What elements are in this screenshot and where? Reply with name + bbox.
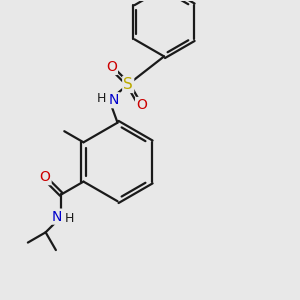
Text: N: N bbox=[52, 210, 62, 224]
Text: H: H bbox=[97, 92, 106, 105]
Text: O: O bbox=[106, 60, 117, 74]
Text: O: O bbox=[40, 170, 51, 184]
Text: H: H bbox=[65, 212, 75, 225]
Text: O: O bbox=[136, 98, 147, 112]
Text: S: S bbox=[123, 77, 133, 92]
Text: N: N bbox=[109, 93, 119, 107]
